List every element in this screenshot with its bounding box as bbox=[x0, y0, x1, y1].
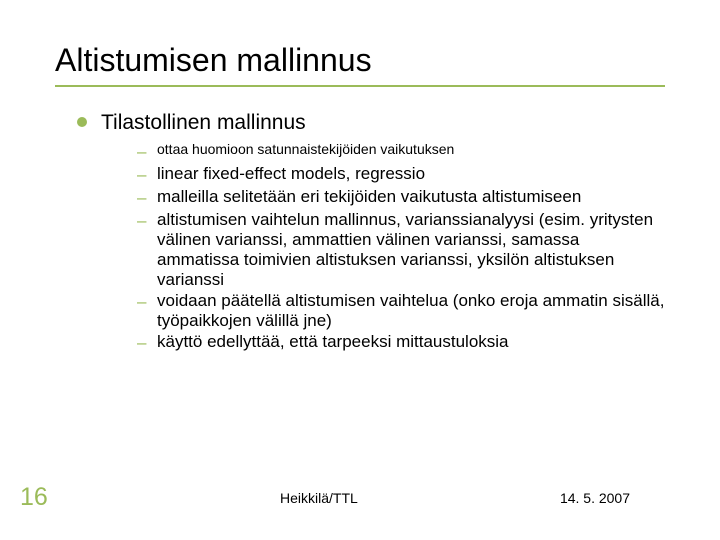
sub-bullet-item: –altistumisen vaihtelun mallinnus, varia… bbox=[137, 210, 665, 290]
sub-bullet-item: –malleilla selitetään eri tekijöiden vai… bbox=[137, 187, 665, 209]
sub-bullet-item: –voidaan päätellä altistumisen vaihtelua… bbox=[137, 291, 665, 331]
footer-date: 14. 5. 2007 bbox=[560, 490, 630, 506]
page-number: 16 bbox=[20, 483, 48, 512]
sub-bullet-item: –linear fixed-effect models, regressio bbox=[137, 164, 665, 186]
footer-author: Heikkilä/TTL bbox=[280, 490, 358, 506]
sub-bullet-text: voidaan päätellä altistumisen vaihtelua … bbox=[157, 291, 665, 331]
disc-bullet-icon bbox=[77, 117, 87, 127]
title-underline bbox=[55, 85, 665, 87]
sub-bullet-text: linear fixed-effect models, regressio bbox=[157, 164, 425, 184]
dash-bullet-icon: – bbox=[137, 164, 149, 186]
dash-bullet-icon: – bbox=[137, 332, 149, 354]
sub-bullet-item: –käyttö edellyttää, että tarpeeksi mitta… bbox=[137, 332, 665, 354]
sub-bullet-text: käyttö edellyttää, että tarpeeksi mittau… bbox=[157, 332, 509, 352]
bullet-main: Tilastollinen mallinnus bbox=[77, 111, 665, 135]
slide: Altistumisen mallinnus Tilastollinen mal… bbox=[0, 0, 720, 540]
bullet-main-text: Tilastollinen mallinnus bbox=[101, 111, 306, 135]
dash-bullet-icon: – bbox=[137, 210, 149, 232]
slide-title: Altistumisen mallinnus bbox=[55, 42, 665, 79]
dash-bullet-icon: – bbox=[137, 187, 149, 209]
dash-bullet-icon: – bbox=[137, 141, 149, 163]
dash-bullet-icon: – bbox=[137, 291, 149, 313]
sub-bullet-text: altistumisen vaihtelun mallinnus, varian… bbox=[157, 210, 665, 290]
sub-bullet-list: –ottaa huomioon satunnaistekijöiden vaik… bbox=[137, 141, 665, 354]
sub-bullet-text: ottaa huomioon satunnaistekijöiden vaiku… bbox=[157, 141, 454, 158]
sub-bullet-item: –ottaa huomioon satunnaistekijöiden vaik… bbox=[137, 141, 665, 163]
sub-bullet-text: malleilla selitetään eri tekijöiden vaik… bbox=[157, 187, 581, 207]
